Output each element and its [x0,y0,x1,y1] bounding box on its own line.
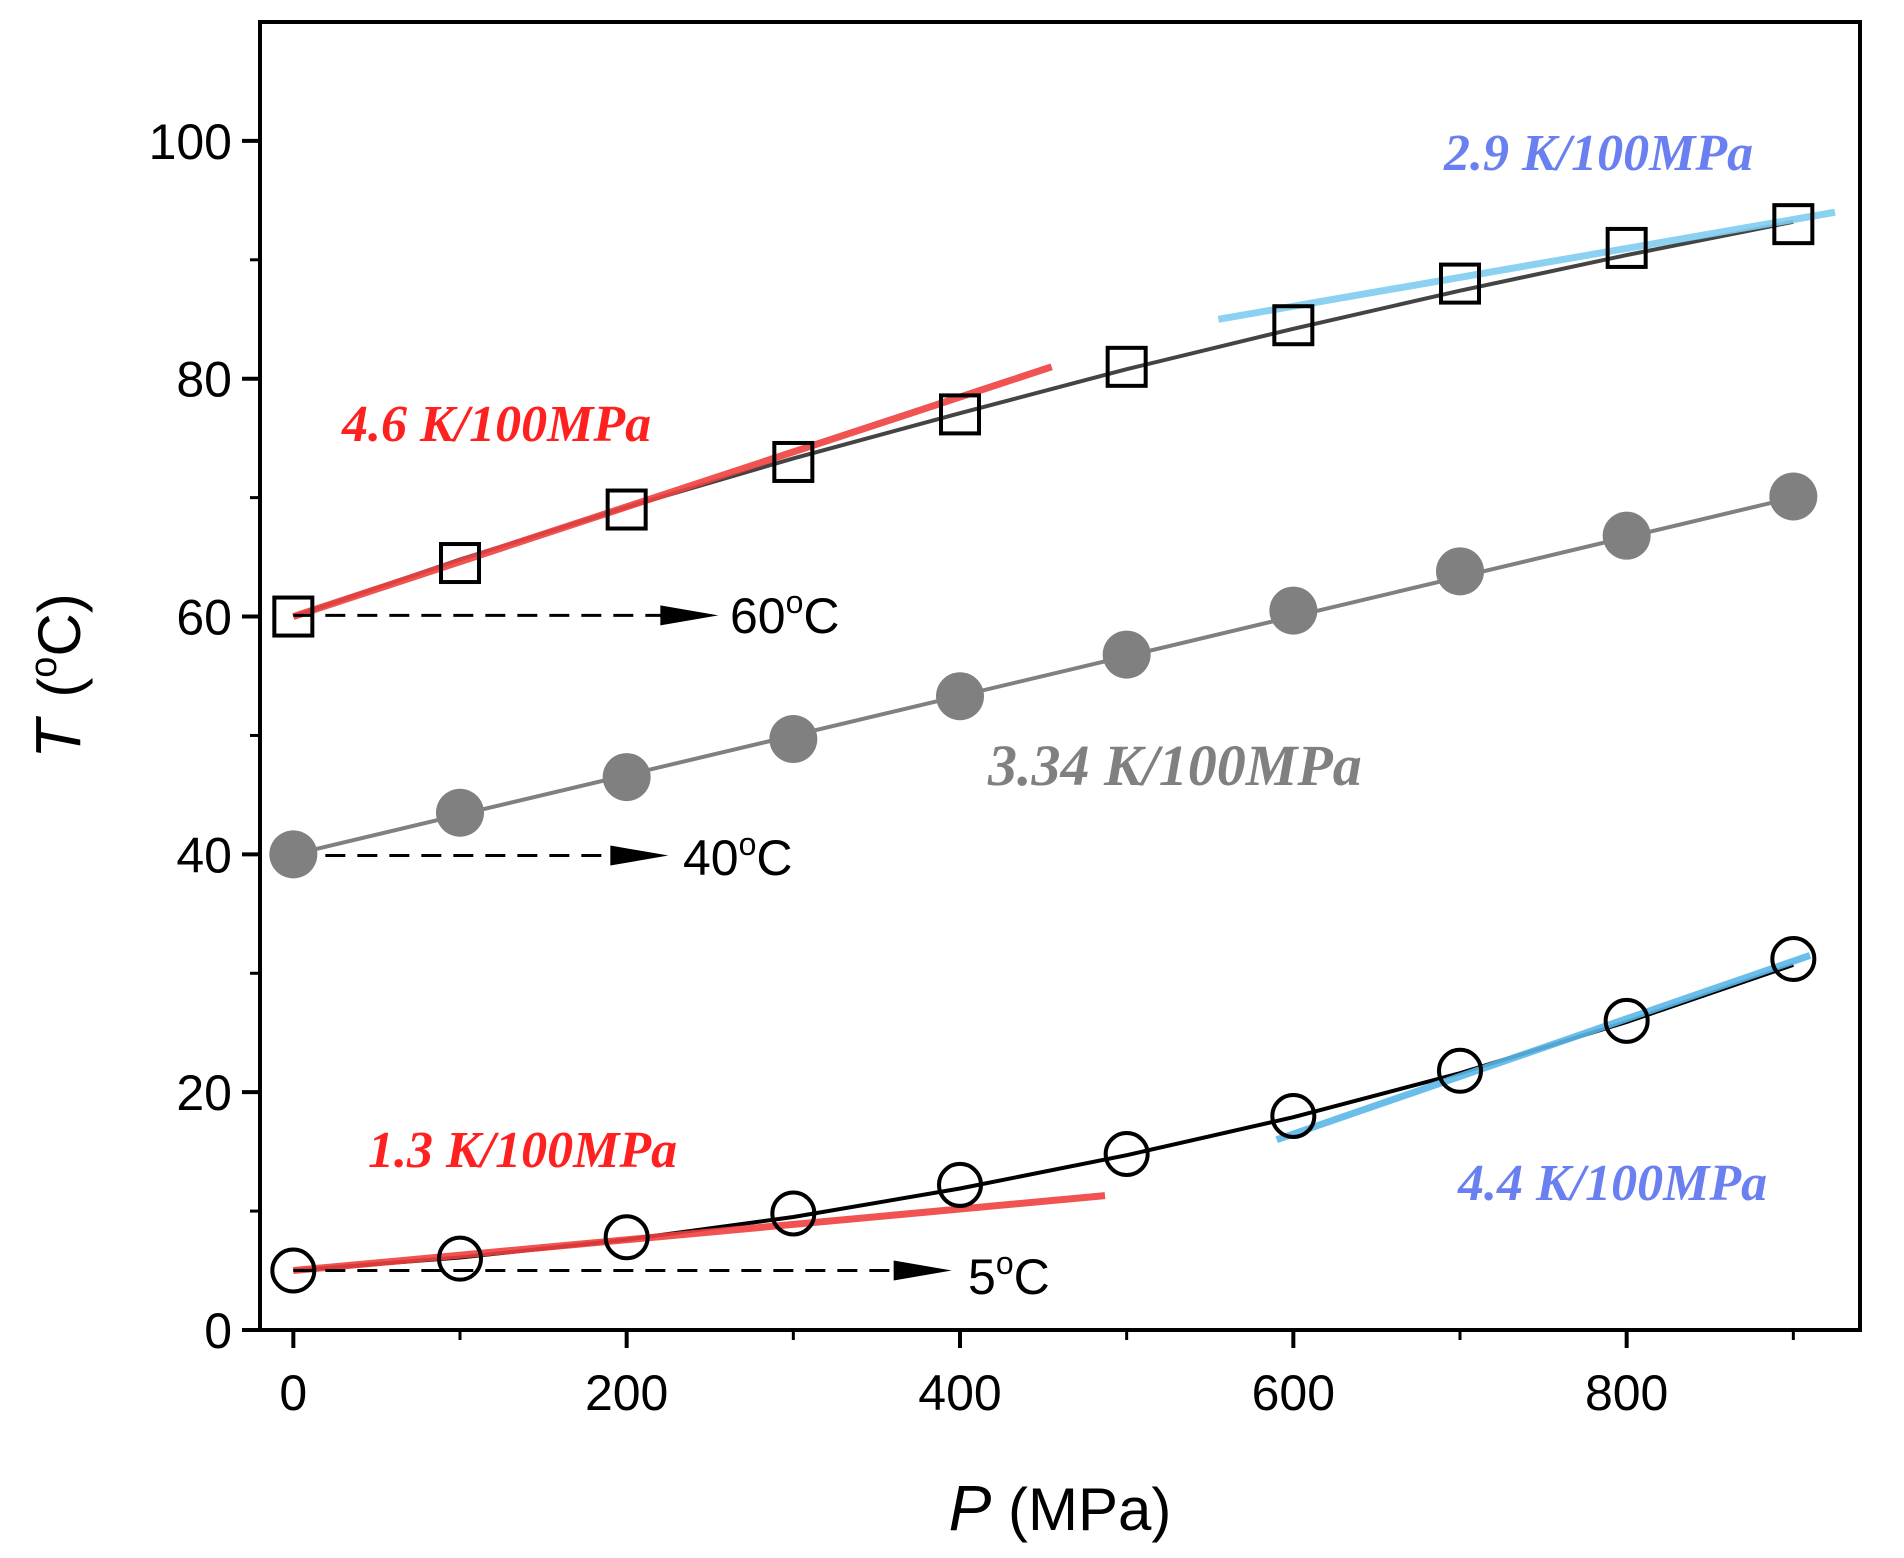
temp-5-unit: C [1014,1249,1050,1305]
y-axis-unit-open: ( [26,678,93,698]
x-axis-title: P (MPa) [949,1472,1172,1544]
data-markers [269,203,1818,1294]
temp-60-unit: C [803,588,839,644]
start-5C-point [437,1235,483,1282]
y-axis-symbol: T [22,716,94,759]
y-axis-unit-close: C) [26,593,93,656]
start-60C-point [439,542,481,585]
arrow-40C-head [610,845,669,866]
tangent-5C-high [1275,952,1812,1144]
tangent-60C-high [1217,208,1836,323]
slope-label-5C-low: 1.3 K/100MPa [368,1122,677,1179]
start-5C-point [1437,1047,1483,1094]
x-axis-unit: (MPa) [991,1476,1171,1543]
start-60C-point [1772,203,1815,246]
start-60C-point [1272,304,1315,347]
start-60C-point [1439,262,1481,305]
temp-40-unit: C [756,830,792,886]
tangent-60C-low [292,363,1053,620]
start-60C-point [1605,226,1648,269]
start-60C-point [605,488,648,531]
y-tick-label: 20 [176,1065,232,1121]
arrow-5C-head [893,1260,952,1281]
y-axis-unit-degree: o [23,657,65,678]
temp-40-degree: o [739,826,757,862]
start-40C-point [769,715,818,764]
reference-arrows [293,605,952,1281]
y-axis-ticks: 0 20 40 60 80 100 [149,114,260,1359]
slope-label-40C: 3.34 K/100MPa [987,733,1362,798]
plot-area: 0 200 400 600 800 0 20 40 60 80 100 [149,20,1862,1421]
start-40C-point [436,788,484,837]
y-axis-title: T (oC) [22,593,94,759]
start-5C-point [603,1214,650,1261]
temp-5-degree: o [996,1245,1014,1281]
start-40C-point [602,753,651,802]
fit-5C-line [293,963,1794,1273]
y-tick-label: 40 [176,827,232,883]
x-tick-label: 0 [279,1365,307,1421]
y-tick-label: 80 [176,352,232,408]
y-tick-label: 0 [204,1303,232,1359]
start-5C-point [1270,1092,1317,1139]
tangent-lines [292,208,1836,1275]
start-5C-point [1603,997,1650,1044]
x-tick-label: 600 [1252,1365,1335,1421]
x-tick-label: 400 [918,1365,1001,1421]
start-60C-point [272,595,315,638]
start-40C-point [1602,511,1651,560]
start-40C-point [1269,586,1318,635]
x-tick-label: 800 [1585,1365,1668,1421]
temp-5-value: 5 [968,1249,996,1305]
tangent-5C-low [293,1192,1106,1275]
start-5C-point [937,1161,983,1208]
start-5C-point [1103,1131,1150,1178]
slope-label-5C-high: 4.4 K/100MPa [1457,1155,1767,1212]
y-tick-label: 60 [176,590,232,646]
temp-60-value: 60 [730,588,786,644]
fit-40C-line [292,495,1794,857]
x-axis-ticks: 0 200 400 600 800 [279,1330,1795,1421]
x-axis-symbol: P [949,1472,992,1544]
y-tick-label: 100 [149,114,232,170]
start-5C-point [1770,936,1817,983]
start-5C-point [770,1190,817,1237]
start-40C-point [936,672,984,721]
temp-60-degree: o [786,584,804,620]
x-tick-label: 200 [585,1365,668,1421]
temp-label-5C: 5oC [968,1245,1050,1305]
plot-frame [258,20,1862,1332]
slope-label-60C-high: 2.9 K/100MPa [1443,125,1753,182]
slope-label-60C-low: 4.6 K/100MPa [341,396,651,453]
arrow-60C-head [660,605,719,626]
start-40C-point [1102,630,1151,679]
start-40C-point [1769,472,1818,521]
start-40C-point [1436,547,1484,596]
start-40C-point [269,830,318,879]
temp-40-value: 40 [683,830,739,886]
start-60C-point [772,440,815,483]
start-60C-point [1105,345,1148,388]
start-60C-point [939,393,981,436]
start-5C-point [270,1247,317,1294]
temp-label-40C: 40oC [683,826,793,886]
temp-label-60C: 60oC [730,584,840,644]
